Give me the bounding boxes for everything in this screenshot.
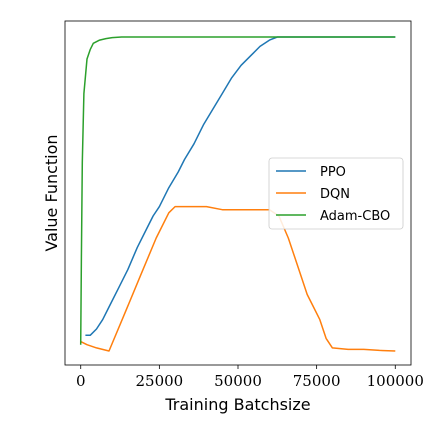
x-tick-label: 50000 (214, 372, 262, 390)
legend: PPO DQN Adam-CBO (268, 157, 404, 230)
legend-box (268, 157, 404, 230)
series-lines (79, 36, 396, 352)
x-tick-label: 75000 (293, 372, 341, 390)
x-tick-label: 100000 (367, 372, 424, 390)
series-line-dqn (80, 205, 396, 352)
legend-label-adam-cbo: Adam-CBO (320, 209, 390, 224)
legend-label-dqn: DQN (320, 187, 350, 202)
legend-label-ppo: PPO (320, 165, 346, 180)
x-axis-ticks: 0 25000 50000 75000 100000 (76, 365, 424, 390)
series-line-adam-cbo (79, 36, 396, 345)
x-tick-label: 0 (76, 372, 86, 390)
x-tick-label: 25000 (136, 372, 184, 390)
y-axis-label: Value Function (42, 134, 61, 251)
x-axis-label: Training Batchsize (164, 395, 310, 414)
